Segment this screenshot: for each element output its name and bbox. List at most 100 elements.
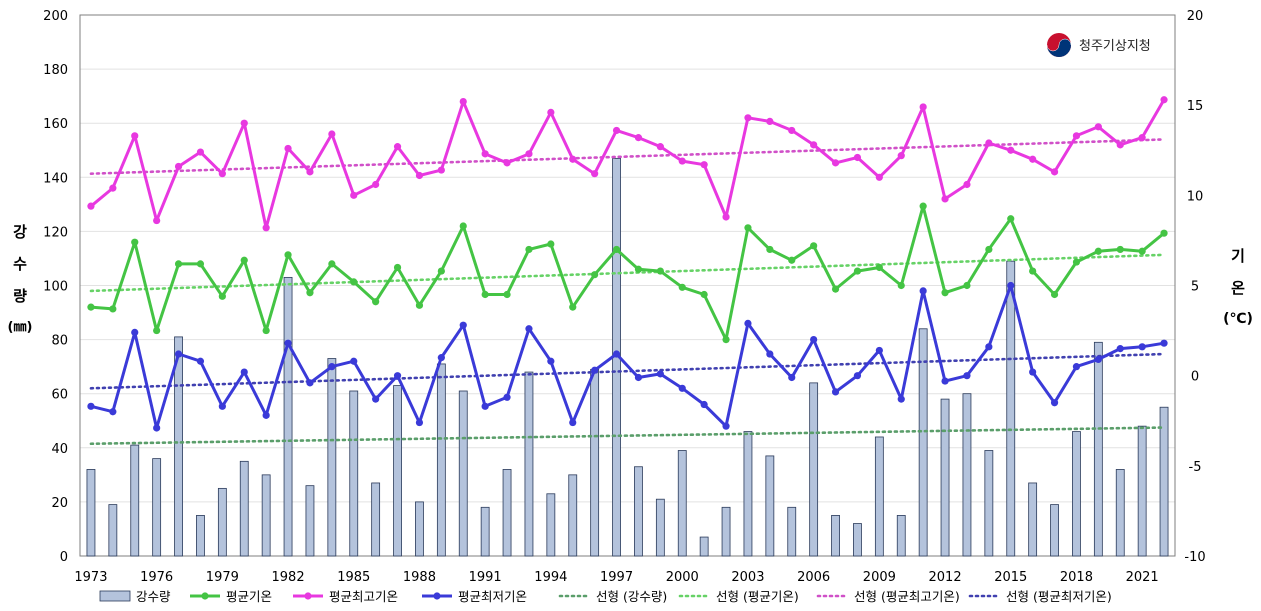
- precipitation-bar: [874, 436, 884, 557]
- series-point-3: [985, 343, 993, 351]
- series-point-2: [306, 168, 314, 176]
- right-tick-label: -5: [1189, 460, 1202, 475]
- series-point-1: [810, 242, 818, 250]
- precipitation-bar: [108, 504, 118, 557]
- series-point-1: [547, 240, 555, 248]
- x-tick-label: 1985: [337, 570, 370, 585]
- series-point-1: [240, 256, 248, 264]
- precipitation-bar: [480, 506, 490, 557]
- series-point-1: [262, 326, 270, 335]
- temperature-lines: [87, 96, 1168, 432]
- trend-line-4: [89, 426, 1166, 446]
- precipitation-bar: [458, 390, 468, 557]
- series-point-1: [569, 303, 577, 311]
- series-point-3: [1007, 281, 1015, 290]
- series-point-3: [525, 325, 533, 333]
- legend-swatch-marker: [433, 592, 441, 600]
- right-axis-title: 기 온 (℃): [1223, 247, 1253, 327]
- series-point-3: [875, 346, 883, 355]
- series-point-2: [656, 143, 664, 151]
- precipitation-bar: [831, 515, 840, 557]
- x-tick-label: 2000: [666, 570, 699, 585]
- series-point-2: [678, 157, 686, 165]
- series-point-3: [328, 363, 336, 371]
- series-point-2: [525, 150, 533, 158]
- series-line-2: [90, 99, 1166, 230]
- series-point-3: [87, 402, 95, 410]
- series-point-1: [853, 267, 862, 275]
- series-point-3: [656, 370, 664, 378]
- series-point-3: [131, 328, 139, 336]
- precipitation-bar: [590, 368, 600, 557]
- right-tick-label: 15: [1187, 99, 1204, 114]
- series-point-3: [722, 422, 730, 430]
- series-point-1: [174, 260, 183, 268]
- series-point-1: [525, 245, 533, 254]
- series-point-2: [831, 159, 840, 167]
- legend-item: 평균최고기온: [293, 589, 398, 604]
- precipitation-bar: [743, 431, 753, 557]
- series-point-1: [1094, 247, 1102, 255]
- precipitation-bar: [918, 328, 928, 557]
- series-point-3: [109, 408, 117, 416]
- left-tick-label: 100: [43, 280, 68, 295]
- legend-label: 평균최고기온: [329, 589, 398, 604]
- precipitation-bar: [239, 460, 249, 557]
- series-point-2: [284, 144, 292, 153]
- series-point-1: [788, 256, 796, 264]
- precipitation-bar: [130, 444, 140, 557]
- precipitation-bar: [1115, 469, 1125, 557]
- legend-label: 평균최저기온: [458, 589, 527, 604]
- series-point-3: [547, 357, 555, 365]
- trend-line-5: [89, 253, 1166, 293]
- series-point-1: [1050, 290, 1059, 299]
- right-tick-label: 5: [1191, 280, 1199, 295]
- legend-label: 선형 (평균최저기온): [1006, 589, 1112, 604]
- series-point-1: [306, 289, 314, 297]
- series-point-3: [591, 366, 599, 374]
- series-point-3: [174, 350, 183, 358]
- precipitation-bar: [1050, 504, 1059, 557]
- series-point-2: [437, 166, 445, 174]
- x-tick-label: 1979: [206, 570, 239, 585]
- x-tick-label: 2012: [929, 570, 962, 585]
- series-point-3: [810, 336, 818, 344]
- left-tick-label: 20: [51, 496, 68, 511]
- trend-line-7: [89, 352, 1166, 390]
- series-point-3: [788, 373, 796, 382]
- series-point-3: [372, 395, 380, 403]
- series-point-1: [131, 238, 139, 246]
- series-point-1: [591, 271, 599, 279]
- series-point-2: [459, 97, 467, 106]
- series-point-2: [87, 202, 95, 210]
- precipitation-bar: [283, 276, 293, 557]
- series-point-3: [919, 287, 927, 295]
- series-point-1: [393, 263, 402, 272]
- series-point-2: [591, 170, 599, 178]
- series-point-1: [459, 222, 467, 230]
- series-point-2: [262, 224, 270, 232]
- series-point-3: [262, 411, 270, 419]
- series-point-1: [109, 305, 117, 313]
- series-point-3: [1072, 363, 1081, 371]
- series-point-1: [875, 263, 883, 272]
- series-point-1: [1029, 267, 1037, 275]
- x-tick-label: 2009: [863, 570, 896, 585]
- series-point-3: [897, 395, 905, 403]
- series-point-3: [1050, 399, 1059, 407]
- series-point-2: [744, 114, 752, 122]
- series-point-3: [503, 393, 511, 401]
- series-point-2: [700, 161, 708, 169]
- series-point-2: [897, 152, 905, 160]
- precipitation-bar: [524, 371, 534, 557]
- series-point-3: [218, 402, 226, 410]
- series-point-2: [503, 159, 511, 167]
- x-tick-label: 2018: [1060, 570, 1093, 585]
- series-point-2: [240, 119, 248, 127]
- series-point-2: [350, 191, 358, 199]
- series-point-2: [218, 170, 226, 178]
- precipitation-bar: [699, 536, 709, 557]
- series-point-1: [919, 202, 927, 210]
- series-point-1: [503, 290, 511, 299]
- precipitation-bar: [371, 482, 381, 557]
